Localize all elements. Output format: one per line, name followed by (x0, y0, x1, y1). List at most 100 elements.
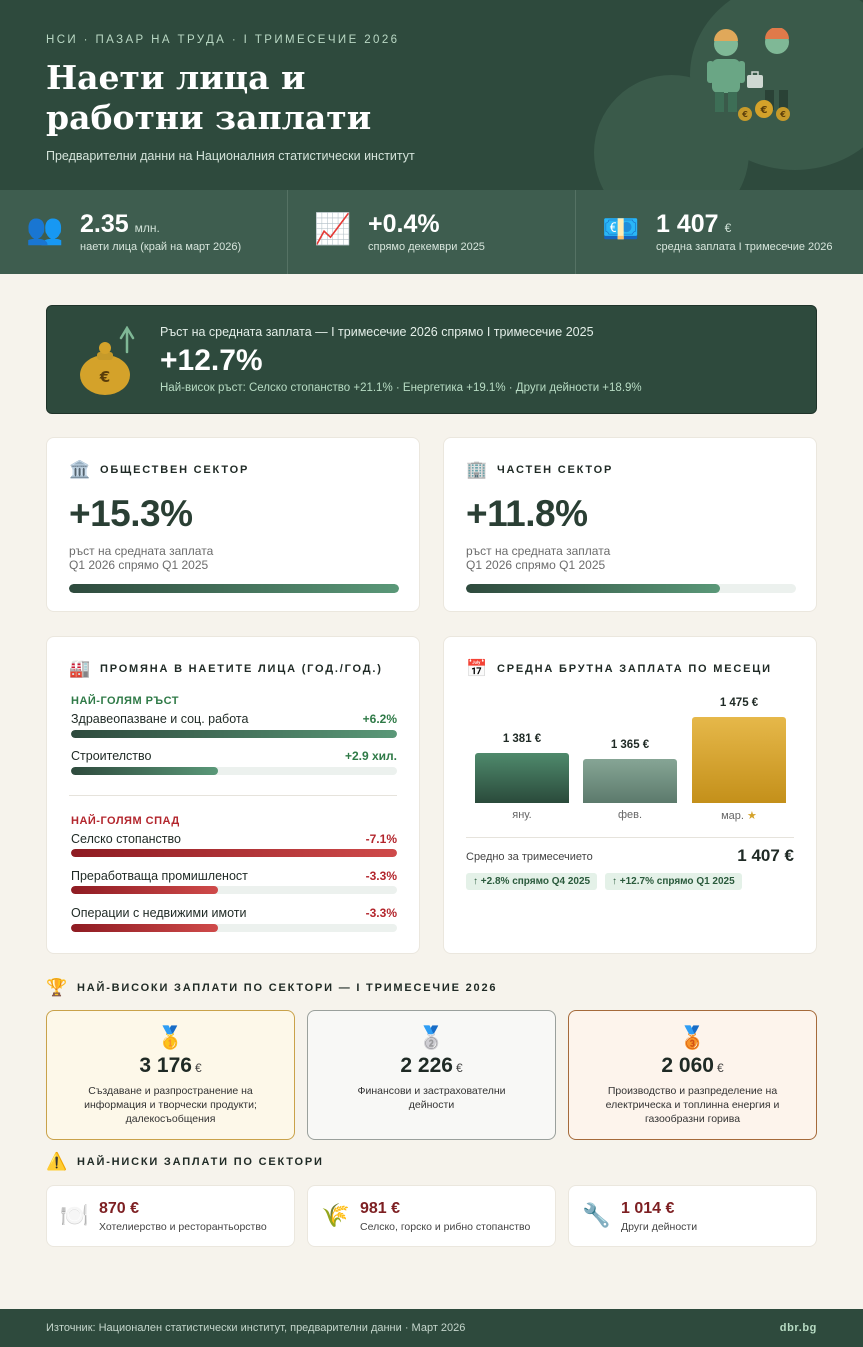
row-track (71, 730, 397, 738)
row-value: -3.3% (365, 906, 397, 920)
top-wage-card-silver: 🥈 2 226 € Финансови и застрахователни дей… (307, 1010, 556, 1140)
svg-text:€: € (760, 105, 768, 116)
stat-employed: 👥 2.35 млн. наети лица (край на март 2026… (0, 190, 288, 274)
top-wage-value: 3 176 € (139, 1054, 202, 1077)
people-icon: 👥 (26, 213, 64, 246)
low-wage-value: 981 € (360, 1200, 401, 1217)
top-wage-value: 2 060 € (661, 1054, 724, 1077)
wheat-icon: 🌾 (321, 1202, 350, 1228)
svg-text:€: € (741, 110, 748, 119)
monthly-wage-card: 📅 СРЕДНА БРУТНА ЗАПЛАТА ПО МЕСЕЦИ 1 381 … (443, 636, 817, 954)
low-wages-heading: ⚠️ НАЙ-НИСКИ ЗАПЛАТИ ПО СЕКТОРИ (46, 1152, 324, 1172)
card-caption: ръст на средната заплата Q1 2026 спрямо … (466, 544, 611, 572)
section-title: НАЙ-НИСКИ ЗАПЛАТИ ПО СЕКТОРИ (77, 1156, 324, 1168)
card-header: 🏛️ ОБЩЕСТВЕН СЕКТОР (69, 460, 249, 480)
bronze-medal-icon: 🥉 (678, 1025, 707, 1050)
card-header: 🏭 ПРОМЯНА В НАЕТИТЕ ЛИЦА (ГОД./ГОД.) (69, 659, 383, 679)
chart-up-icon: 📈 (314, 213, 352, 246)
stat-label: спрямо декември 2025 (368, 241, 485, 253)
svg-text:€: € (779, 110, 786, 119)
row-track (71, 767, 397, 775)
progress-track (466, 584, 796, 593)
money-icon: 💶 (602, 213, 640, 246)
stat-value: 2.35 млн. (80, 210, 160, 238)
top-wage-sector: Производство и разпределение на електрич… (605, 1085, 780, 1125)
card-header: 🏢 ЧАСТЕН СЕКТОР (466, 460, 613, 480)
bar-value-label: 1 365 € (610, 739, 650, 752)
private-sector-card: 🏢 ЧАСТЕН СЕКТОР +11.8% ръст на средната … (443, 437, 817, 612)
low-wage-sector: Селско, горско и рибно стопанство (360, 1221, 531, 1233)
low-wage-value: 1 014 € (621, 1200, 675, 1217)
progress-track (69, 584, 399, 593)
stat-unit: млн. (134, 221, 160, 235)
row-track (71, 924, 397, 932)
change-chip-q1: ↑ +12.7% спрямо Q1 2025 (605, 873, 742, 890)
row-label: Преработваща промишленост (71, 869, 248, 883)
low-wage-card: 🌾 981 € Селско, горско и рибно стопанств… (307, 1185, 556, 1247)
banner-value: +12.7% (160, 344, 263, 377)
row-track (71, 886, 397, 894)
public-sector-card: 🏛️ ОБЩЕСТВЕН СЕКТОР +15.3% ръст на средн… (46, 437, 420, 612)
top-wage-card-bronze: 🥉 2 060 € Производство и разпределение на… (568, 1010, 817, 1140)
title-line-1: Наети лица и (46, 58, 306, 97)
bar-category-label: фев. (617, 809, 643, 821)
source-note: Източник: Национален статистически инсти… (46, 1322, 466, 1334)
stat-value: +0.4% (368, 210, 440, 238)
plate-icon: 🍽️ (60, 1202, 89, 1228)
stat-value: 1 407 € (656, 210, 732, 238)
footer: Източник: Национален статистически инсти… (0, 1309, 863, 1347)
stat-wage: 💶 1 407 € средна заплата I тримесечие 202… (576, 190, 863, 274)
workers-with-coins-illustration: € € € (707, 28, 792, 121)
header-kicker: НСИ · ПАЗАР НА ТРУДА · I ТРИМЕСЕЧИЕ 2026 (46, 34, 400, 46)
row-fill (71, 730, 397, 738)
site-domain[interactable]: dbr.bg (779, 1322, 817, 1334)
bar-value-label: 1 475 € (719, 697, 759, 709)
change-chip-q4: ↑ +2.8% спрямо Q4 2025 (466, 873, 598, 890)
divider (69, 795, 397, 796)
card-title: ПРОМЯНА В НАЕТИТЕ ЛИЦА (ГОД./ГОД.) (100, 663, 383, 675)
silver-medal-icon: 🥈 (417, 1025, 446, 1050)
stat-unit: € (724, 221, 732, 235)
row-track (71, 849, 397, 857)
quarter-average-value: 1 407 € (737, 846, 794, 865)
low-wage-value: 870 € (99, 1200, 140, 1217)
card-caption: ръст на средната заплата Q1 2026 спрямо … (69, 544, 214, 572)
top-wage-sector: Създаване и разпространение на информаци… (84, 1085, 257, 1125)
row-fill (71, 849, 397, 857)
low-wage-card: 🍽️ 870 € Хотелиерство и ресторантьорство (46, 1185, 295, 1247)
card-title: ОБЩЕСТВЕН СЕКТОР (100, 464, 250, 476)
low-wage-sector: Други дейности (621, 1221, 698, 1233)
bar-1 (475, 752, 569, 803)
page-subtitle: Предварителни данни на Националния стати… (46, 149, 415, 163)
public-growth-value: +15.3% (69, 493, 193, 534)
row-fill (71, 886, 218, 894)
card-title: ЧАСТЕН СЕКТОР (497, 464, 614, 476)
trophy-icon: 🏆 (46, 978, 68, 997)
office-building-icon: 🏢 (466, 460, 488, 479)
progress-fill (466, 584, 721, 593)
banner-title: Ръст на средната заплата — I тримесечие … (160, 325, 594, 339)
row-value: +2.9 хил. (344, 749, 397, 763)
row-fill (71, 767, 218, 775)
svg-text:€: € (99, 368, 110, 386)
growth-group-label: НАЙ-ГОЛЯМ РЪСТ (71, 695, 179, 707)
growth-banner: € Ръст на средната заплата — I тримесечи… (46, 305, 817, 414)
star-icon: ★ (743, 810, 757, 822)
row-value: -7.1% (365, 832, 397, 846)
card-header: 📅 СРЕДНА БРУТНА ЗАПЛАТА ПО МЕСЕЦИ (466, 659, 772, 679)
low-wage-sector: Хотелиерство и ресторантьорство (99, 1221, 267, 1233)
row-fill (71, 924, 218, 932)
top-wage-card-gold: 🥇 3 176 € Създаване и разпространение на … (46, 1010, 295, 1140)
quarter-average-label: Средно за тримесечието (466, 851, 593, 863)
stat-label: наети лица (край на март 2026) (80, 241, 242, 253)
section-title: НАЙ-ВИСОКИ ЗАПЛАТИ ПО СЕКТОРИ — I ТРИМЕС… (77, 982, 498, 994)
header: НСИ · ПАЗАР НА ТРУДА · I ТРИМЕСЕЧИЕ 2026… (0, 0, 863, 190)
gold-medal-icon: 🥇 (156, 1025, 185, 1050)
bar-category-label: яну. (512, 809, 532, 821)
top-wages-heading: 🏆 НАЙ-ВИСОКИ ЗАПЛАТИ ПО СЕКТОРИ — I ТРИМ… (46, 978, 497, 998)
row-label: Строителство (71, 749, 152, 763)
decline-group-label: НАЙ-ГОЛЯМ СПАД (71, 815, 180, 827)
low-wage-card: 🔧 1 014 € Други дейности (568, 1185, 817, 1247)
row-label: Селско стопанство (71, 832, 181, 846)
employment-change-card: 🏭 ПРОМЯНА В НАЕТИТЕ ЛИЦА (ГОД./ГОД.) НАЙ… (46, 636, 420, 954)
